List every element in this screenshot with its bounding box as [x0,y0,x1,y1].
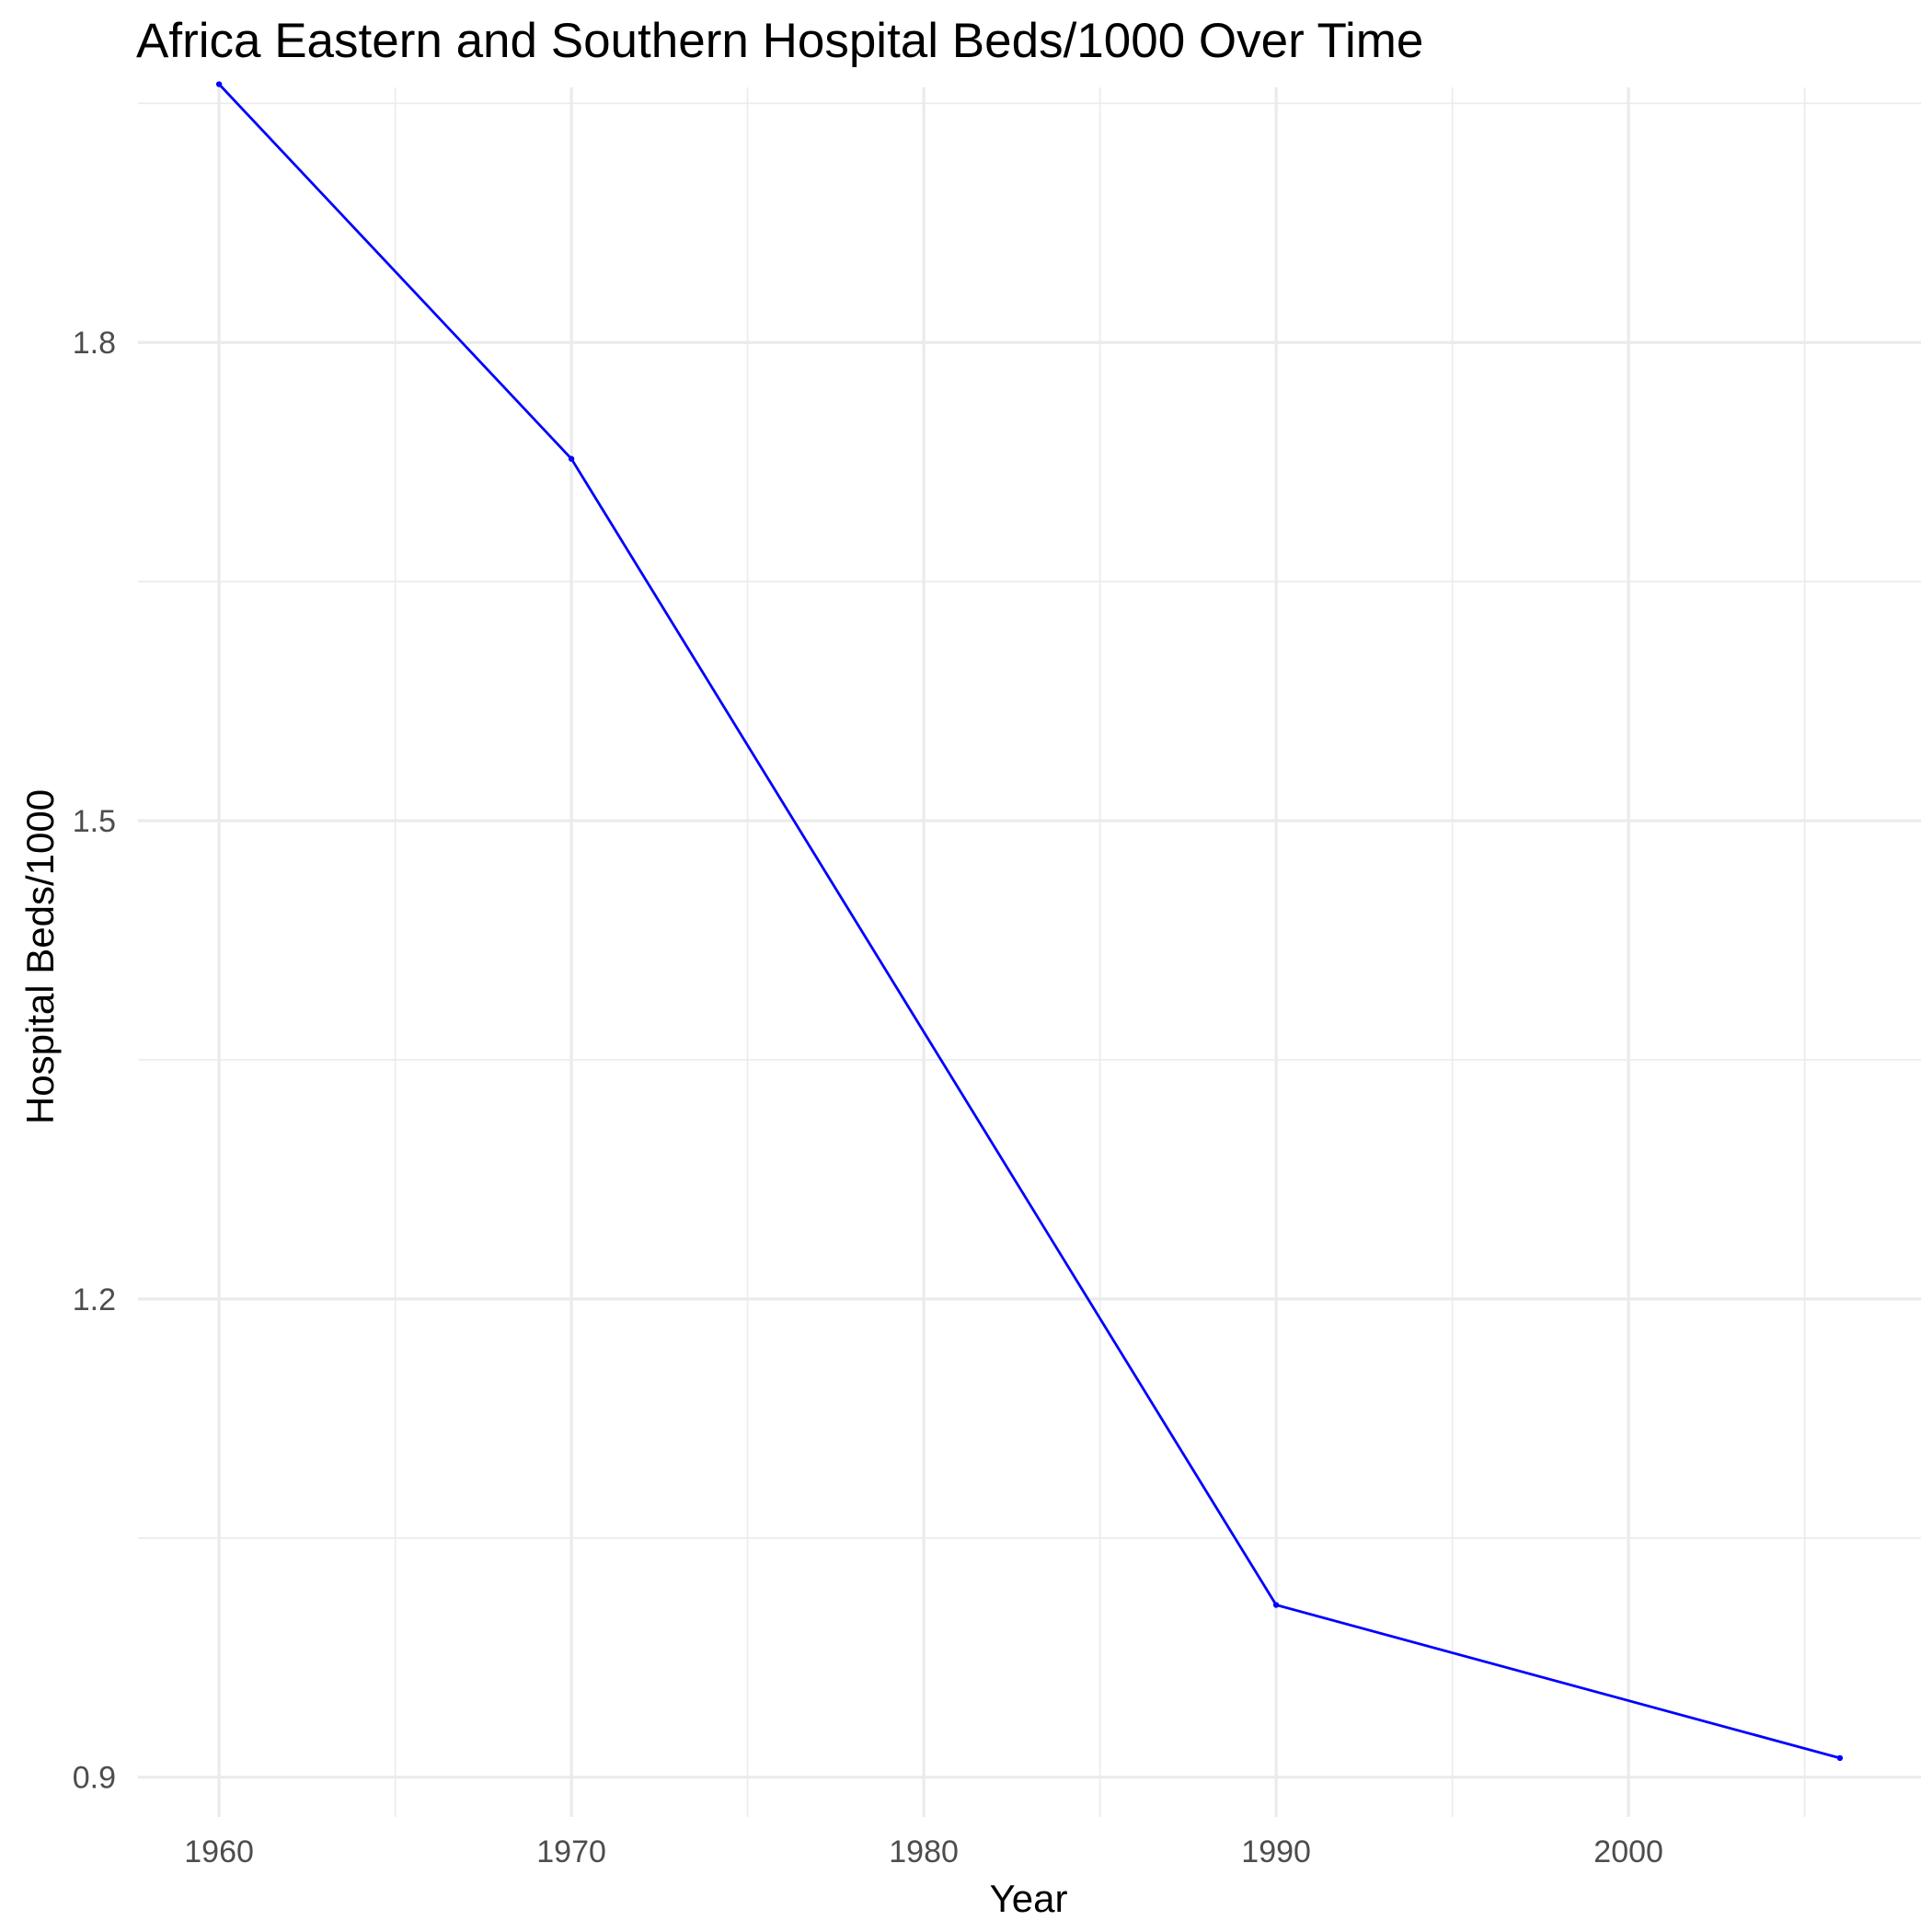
x-tick-label: 1980 [889,1834,959,1869]
data-point [1272,1602,1280,1608]
series-line [217,83,1842,1760]
data-point [215,81,223,87]
x-axis-tick-labels: 1960 1970 1980 1990 2000 [184,1834,1663,1869]
y-tick-label: 1.2 [73,1282,116,1317]
data-point [568,455,575,462]
x-tick-label: 1990 [1241,1834,1311,1869]
y-axis-tick-labels: 0.9 1.2 1.5 1.8 [73,326,116,1795]
y-tick-label: 1.5 [73,804,116,839]
series-layer [215,81,1844,1762]
grid-lines [138,87,1921,1817]
y-tick-label: 1.8 [73,326,116,361]
chart-title: Africa Eastern and Southern Hospital Bed… [136,14,1423,68]
data-point [1836,1754,1844,1762]
y-tick-label: 0.9 [73,1761,116,1796]
x-tick-label: 1970 [536,1834,606,1869]
x-axis-title: Year [990,1877,1068,1920]
y-axis-title: Hospital Beds/1000 [18,789,62,1124]
x-tick-label: 1960 [184,1834,254,1869]
x-tick-label: 2000 [1593,1834,1663,1869]
